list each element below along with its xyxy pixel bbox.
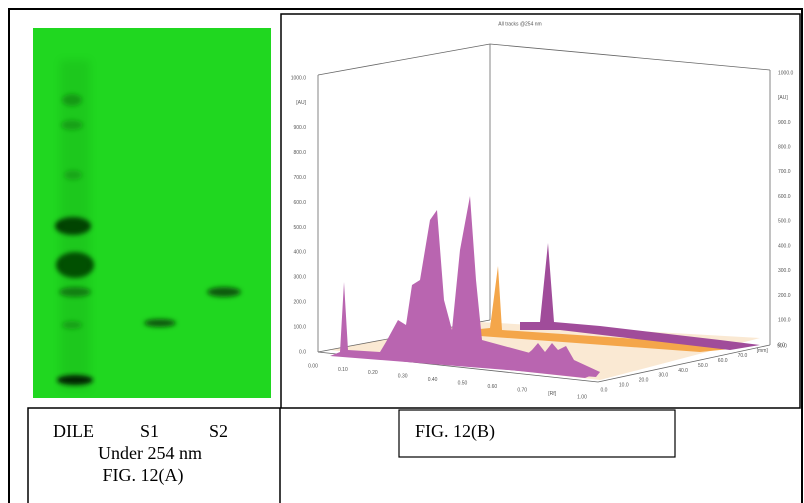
y-tick-label: 300.0 [293,275,306,281]
y-tick-label: 200.0 [778,293,791,299]
y-tick-label: 0.0 [299,349,306,355]
y-tick-label: 200.0 [293,300,306,306]
caption-box-b [398,409,676,458]
y-tick-label: 400.0 [293,250,306,256]
x-tick-label: 0.40 [428,377,438,383]
y-tick-label: 300.0 [778,268,791,274]
y-tick-label: 400.0 [778,243,791,249]
x-tick-label: 0.00 [308,363,318,369]
y-tick-label: 1000.0 [291,75,307,81]
depth-tick-label: 40.0 [678,368,688,374]
x-tick-label: 1.00 [577,394,587,400]
x-tick-label: 0.20 [368,370,378,376]
depth-tick-label: 70.0 [738,353,748,359]
caption-b: FIG. 12(B) [415,421,495,442]
y-tick-label: 700.0 [293,175,306,181]
tlc-plate [33,28,271,398]
x-tick-label: 0.30 [398,374,408,380]
y-tick-label: 800.0 [293,150,306,156]
caption-box-a [27,407,281,503]
tick-labels: All tracks @254 nm 1000.0 [AU] 900.0 800.0 7… [291,21,794,400]
depth-tick-label: 10.0 [619,382,629,388]
depth-tick-label: 60.0 [718,358,728,364]
x-tick-label: 0.70 [517,387,527,393]
depth-tick-label: 50.0 [698,363,708,369]
lane-label: S1 [140,421,159,441]
depth-tick-label: 0.0 [601,387,608,393]
x-tick-label: [Rf] [548,391,556,397]
densitogram-peaks [330,196,760,380]
x-tick-label: 0.60 [487,384,497,390]
y-tick-label: 100.0 [293,324,306,330]
y-tick-label: 800.0 [778,145,791,151]
y-tick-label: 0.0 [778,342,785,348]
y-tick-label: [AU] [778,95,788,101]
y-tick-label: 600.0 [778,194,791,200]
depth-tick-label: 90.0 [777,343,787,349]
lane-label: S2 [209,421,228,441]
x-tick-label: 0.10 [338,367,348,373]
y-tick-label: 600.0 [293,200,306,206]
depth-tick-label: [mm] [757,348,769,354]
condition: Under 254 nm [98,443,202,463]
y-tick-label: 1000.0 [778,70,794,76]
x-tick-label: 0.50 [458,381,468,387]
y-tick-label: 900.0 [778,120,791,126]
y-tick-label: 500.0 [778,219,791,225]
caption-a: FIG. 12(A) [103,465,184,486]
outer-frame [8,8,803,503]
depth-tick-label: 20.0 [639,378,649,384]
y-tick-label: 100.0 [778,318,791,324]
y-tick-label: 900.0 [293,125,306,131]
y-tick-label: 500.0 [293,225,306,231]
depth-tick-label: 30.0 [658,373,668,379]
y-tick-label: [AU] [296,100,306,106]
lane-label: DILE [53,421,94,441]
panel-title: All tracks @254 nm [498,21,541,27]
y-tick-label: 700.0 [778,169,791,175]
